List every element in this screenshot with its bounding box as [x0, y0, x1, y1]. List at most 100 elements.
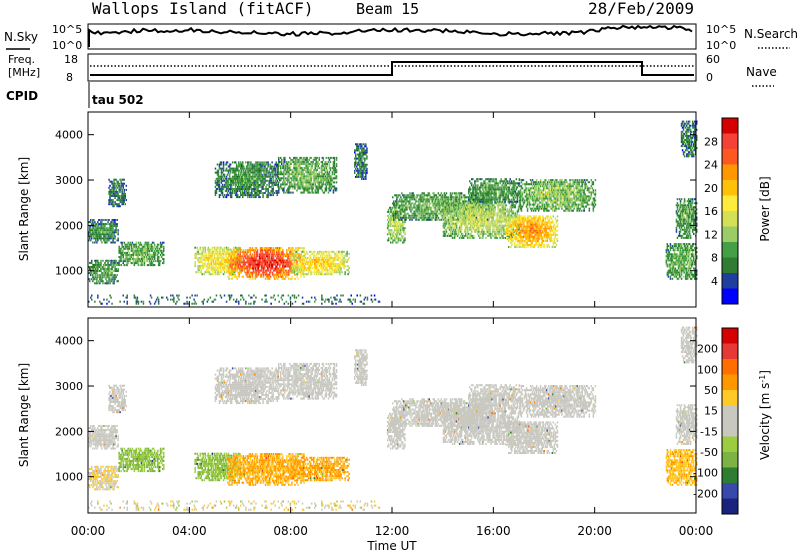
- power-cell: [148, 253, 151, 256]
- power-cell: [262, 267, 265, 270]
- power-cell: [94, 268, 96, 270]
- power-cell: [265, 179, 267, 182]
- power-cell: [320, 273, 322, 276]
- power-cell: [320, 173, 323, 176]
- power-cell: [252, 169, 254, 172]
- power-cell: [93, 227, 95, 230]
- power-cell: [249, 179, 251, 182]
- power-cell: [332, 169, 335, 172]
- power-cell: [456, 196, 459, 199]
- power-cell: [268, 179, 270, 182]
- power-cell: [112, 282, 114, 285]
- power-cell: [243, 253, 245, 256]
- power-cell: [219, 188, 222, 190]
- power-cell: [295, 269, 298, 272]
- power-cell: [140, 262, 143, 265]
- power-cell: [325, 250, 327, 253]
- power-cell: [307, 161, 309, 163]
- power-cell: [292, 249, 294, 252]
- power-cell: [290, 256, 293, 259]
- power-cell: [207, 267, 210, 270]
- power-cell: [264, 188, 266, 190]
- power-cell: [308, 267, 311, 270]
- power-cell: [261, 263, 264, 266]
- power-cell: [249, 169, 251, 172]
- power-cell: [338, 265, 340, 268]
- power-cell: [221, 252, 224, 255]
- power-cell: [203, 265, 205, 268]
- power-cell: [300, 265, 303, 268]
- power-cell: [149, 245, 152, 248]
- power-cell: [95, 223, 97, 226]
- power-cell: [151, 253, 154, 256]
- power-cell: [278, 267, 280, 270]
- power-cell: [444, 194, 447, 197]
- power-cell: [399, 227, 401, 230]
- power-cell: [133, 243, 136, 246]
- power-cell: [303, 179, 305, 182]
- power-cell: [218, 188, 221, 190]
- power-cell: [137, 262, 140, 265]
- power-cell: [265, 247, 268, 250]
- power-cell: [92, 219, 94, 221]
- power-cell: [201, 252, 203, 255]
- power-cell: [340, 258, 342, 261]
- power-cell: [312, 173, 314, 176]
- power-cell: [234, 267, 236, 270]
- power-cell: [387, 217, 390, 219]
- power-cell: [313, 250, 315, 253]
- power-cell: [247, 192, 249, 194]
- power-cell: [226, 248, 229, 251]
- power-cell: [329, 179, 332, 182]
- power-cell: [197, 267, 199, 270]
- power-cell: [313, 267, 315, 270]
- power-cell: [125, 245, 127, 248]
- power-cell: [236, 261, 238, 264]
- power-cell: [219, 177, 222, 180]
- power-cell: [263, 192, 265, 194]
- power-cell: [284, 265, 286, 268]
- power-cell: [219, 267, 222, 270]
- power-cell: [321, 163, 324, 165]
- power-cell: [128, 253, 130, 256]
- power-cell: [396, 237, 398, 240]
- power-cell: [89, 268, 91, 270]
- power-cell: [243, 173, 245, 176]
- power-cell: [90, 219, 92, 221]
- power-cell: [332, 191, 335, 194]
- power-cell: [204, 261, 206, 263]
- power-cell: [112, 266, 114, 268]
- power-cell: [265, 269, 268, 272]
- power-cell: [275, 181, 277, 184]
- power-cell: [228, 167, 231, 170]
- power-cell: [220, 171, 223, 174]
- power-cell: [267, 277, 270, 280]
- power-cell: [314, 263, 316, 265]
- power-cell: [334, 254, 336, 257]
- power-cell: [225, 181, 228, 184]
- power-cell: [327, 271, 329, 274]
- power-cell: [360, 147, 362, 150]
- power-cell: [279, 269, 281, 272]
- power-cell: [109, 235, 111, 238]
- power-cell: [280, 255, 282, 258]
- power-cell: [249, 263, 252, 266]
- power-cell: [269, 247, 272, 250]
- power-cell: [91, 272, 93, 275]
- power-cell: [222, 185, 225, 188]
- power-cell: [230, 259, 232, 262]
- power-cell: [405, 214, 407, 217]
- power-cell: [158, 260, 161, 263]
- power-cell: [233, 169, 236, 172]
- power-cell: [256, 177, 258, 180]
- power-cell: [89, 237, 91, 240]
- power-cell: [158, 264, 161, 267]
- power-cell: [207, 254, 210, 257]
- power-cell: [233, 181, 236, 184]
- power-cell: [230, 273, 232, 276]
- power-cell: [283, 163, 285, 165]
- power-cell: [308, 254, 311, 257]
- power-cell: [290, 251, 292, 254]
- power-cell: [268, 261, 271, 264]
- power-cell: [245, 171, 247, 174]
